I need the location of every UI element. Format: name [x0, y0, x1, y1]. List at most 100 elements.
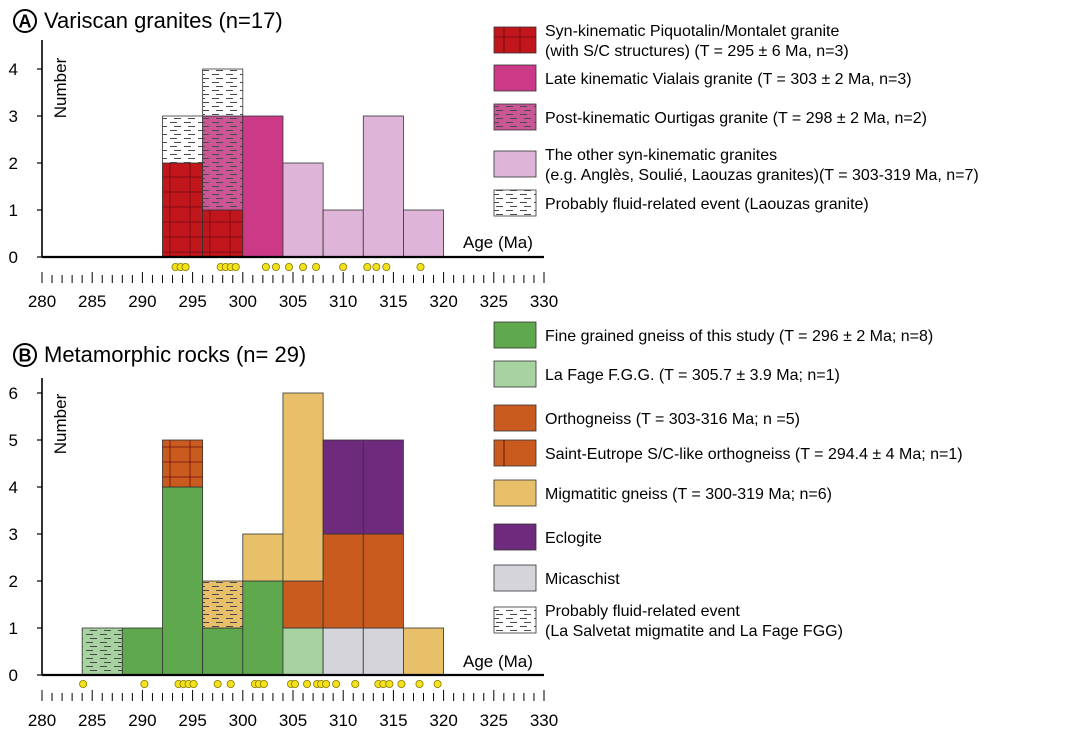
legend-swatch [493, 523, 537, 551]
panel-b-xlabel: Age (Ma) [463, 652, 533, 671]
panel-b-bar-ortho [282, 580, 324, 629]
panel-b-ylabel: Number [51, 393, 70, 454]
panel-b-legend-item-lafage: La Fage F.G.G. (T = 305.7 ± 3.9 Ma; n=1) [493, 360, 840, 388]
panel-a-y-tick-label: 1 [9, 201, 18, 220]
panel-b-x-tick-label: 290 [128, 711, 156, 730]
panel-a-bar-syn [202, 209, 244, 258]
panel-b-bar-ortho [362, 533, 404, 629]
panel-b-age-dot [226, 680, 235, 689]
panel-a-bar-post [202, 115, 244, 211]
legend-swatch [493, 26, 537, 54]
panel-b-age-dots [79, 680, 442, 689]
panel-a-age-dot [339, 262, 348, 271]
panel-b-x-tick-label: 320 [429, 711, 457, 730]
panel-a-xlabel: Age (Ma) [463, 233, 533, 252]
panel-a-legend-item-other: The other syn-kinematic granites (e.g. An… [493, 147, 979, 184]
panel-b-bar-mica [322, 627, 364, 676]
panel-a-legend-item-post: Post-kinematic Ourtigas granite (T = 298… [493, 103, 927, 131]
panel-a-x-tick-label: 295 [178, 292, 206, 311]
panel-b-bar-mica [362, 627, 404, 676]
panel-b-x-tick-label: 330 [530, 711, 558, 730]
panel-a-x-tick-label: 310 [329, 292, 357, 311]
panel-b-age-dot [397, 680, 406, 689]
panel-a-bar-fluid [202, 68, 244, 117]
panel-b-y-tick-label: 3 [9, 525, 18, 544]
panel-a-age-dot [231, 262, 240, 271]
panel-b-bar-fgg [242, 580, 284, 676]
legend-swatch [493, 439, 537, 467]
panel-a-title: Variscan granites (n=17) [44, 8, 283, 33]
panel-a-y-tick-label: 4 [9, 60, 18, 79]
panel-b-bar-eclog [362, 439, 404, 535]
panel-a-legend-item-late: Late kinematic Vialais granite (T = 303 … [493, 64, 912, 92]
panel-b-bar-fgg [121, 627, 163, 676]
panel-b-legend-item-ortho: Orthogneiss (T = 303-316 Ma; n =5) [493, 404, 800, 432]
legend-label: Eclogite [545, 530, 602, 547]
panel-a-x-tick-label: 305 [279, 292, 307, 311]
panel-a-bar-late [242, 115, 284, 258]
panel-a-age-dot [261, 262, 270, 271]
panel-a-bar-other [403, 209, 445, 258]
panel-b-x-tick-label: 300 [229, 711, 257, 730]
panel-b-axes: 0 1 2 3 4 5 6 280 285 290 295 300 305 310 315 320 325 330 [9, 378, 558, 730]
panel-a-x-tick-label: 320 [429, 292, 457, 311]
panel-b-legend-item-mica: Micaschist [493, 564, 620, 592]
panel-b-age-dot [322, 680, 331, 689]
panel-b-bar-fluidmig [202, 580, 244, 629]
panel-b-x-tick-label: 305 [279, 711, 307, 730]
panel-a-age-dots [171, 262, 425, 271]
panel-b-age-dot [291, 680, 300, 689]
panel-a-age-dot [299, 262, 308, 271]
panel-b-badge: B [13, 343, 37, 367]
panel-b-y-tick-label: 2 [9, 572, 18, 591]
panel-a-age-dot [284, 262, 293, 271]
legend-label: Orthogneiss (T = 303-316 Ma; n =5) [545, 411, 800, 428]
legend-label: Post-kinematic Ourtigas granite (T = 298… [545, 110, 927, 127]
panel-b-bar-mig [403, 627, 445, 676]
legend-label: La Fage F.G.G. (T = 305.7 ± 3.9 Ma; n=1) [545, 367, 840, 384]
legend-swatch [493, 64, 537, 92]
svg-text:B: B [19, 346, 32, 366]
panel-a-legend-item-syn: Syn-kinematic Piquotalin/Montalet granit… [493, 23, 849, 60]
panel-a-legend-item-fluid: Probably fluid-related event (Laouzas gr… [493, 189, 869, 217]
panel-b-legend-item-stEutrope: Saint-Eutrope S/C-like orthogneiss (T = … [493, 439, 963, 467]
panel-b-age-dot [189, 680, 198, 689]
panel-a-ylabel: Number [51, 57, 70, 118]
panel-b: B Metamorphic rocks (n= 29) Number Age (… [9, 321, 963, 730]
panel-a-bar-other [322, 209, 364, 258]
panel-a-x-tick-label: 285 [78, 292, 106, 311]
panel-b-bar-eclog [322, 439, 364, 535]
panel-a-age-dot [181, 262, 190, 271]
panel-a: A Variscan granites (n=17) Number Age (M… [9, 8, 979, 311]
panel-a-age-dot [271, 262, 280, 271]
panel-a-x-tick-label: 315 [379, 292, 407, 311]
panel-b-bar-mig [242, 533, 284, 582]
svg-text:A: A [19, 12, 32, 32]
panel-b-x-tick-label: 295 [178, 711, 206, 730]
panel-b-bar-fgg [202, 627, 244, 676]
panel-b-bar-lafage [282, 627, 324, 676]
panel-b-age-dot [259, 680, 268, 689]
legend-label: The other syn-kinematic granites [545, 147, 777, 164]
panel-b-age-dot [433, 680, 442, 689]
legend-label: Migmatitic gneiss (T = 300-319 Ma; n=6) [545, 486, 832, 503]
legend-swatch [493, 564, 537, 592]
legend-swatch [493, 479, 537, 507]
panel-b-age-dot [385, 680, 394, 689]
panel-b-x-tick-label: 315 [379, 711, 407, 730]
panel-a-bar-other [282, 162, 324, 258]
legend-swatch [493, 321, 537, 349]
legend-label: Probably fluid-related event (Laouzas gr… [545, 196, 869, 213]
panel-b-bar-fgg [162, 486, 204, 676]
panel-a-age-dot [312, 262, 321, 271]
panel-a-x-tick-label: 325 [480, 292, 508, 311]
panel-a-age-dot [363, 262, 372, 271]
panel-b-x-tick-label: 285 [78, 711, 106, 730]
panel-a-bar-other [362, 115, 404, 258]
legend-label: Probably fluid-related event [545, 603, 740, 620]
legend-label: Fine grained gneiss of this study (T = 2… [545, 328, 933, 345]
legend-label: Syn-kinematic Piquotalin/Montalet granit… [545, 23, 839, 40]
panel-a-x-tick-label: 280 [28, 292, 56, 311]
panel-a-axes: 0 1 2 3 4 280 285 290 295 300 305 310 315 320 325 330 [9, 40, 558, 311]
legend-swatch [493, 360, 537, 388]
